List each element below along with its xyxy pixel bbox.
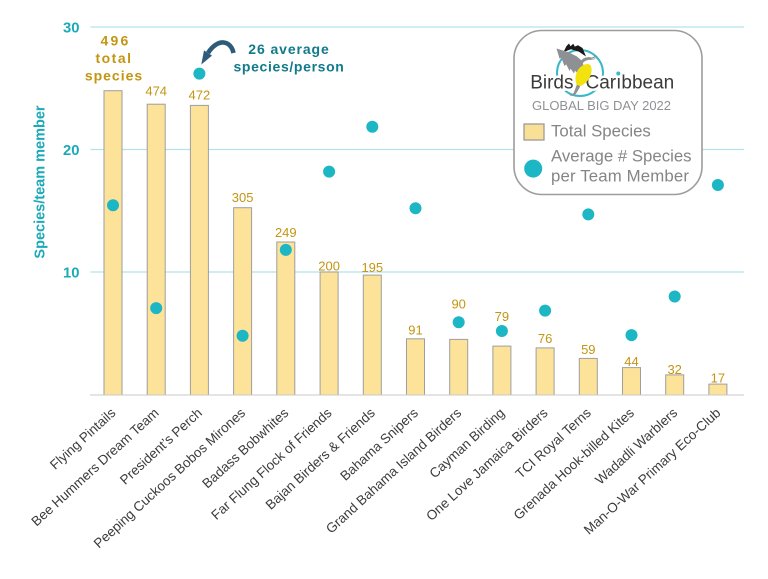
svg-text:472: 472: [189, 88, 211, 103]
svg-text:26 average: 26 average: [248, 41, 329, 57]
svg-text:Average # Species: Average # Species: [551, 147, 692, 166]
svg-text:249: 249: [275, 225, 297, 240]
svg-text:76: 76: [538, 331, 552, 346]
svg-text:species: species: [85, 68, 143, 84]
svg-text:195: 195: [361, 260, 383, 275]
svg-text:Total Species: Total Species: [551, 122, 651, 141]
svg-text:32: 32: [667, 362, 681, 377]
svg-text:Bahama Snipers: Bahama Snipers: [337, 405, 421, 484]
svg-text:TCI Royal Terns: TCI Royal Terns: [513, 405, 594, 481]
svg-text:20: 20: [63, 143, 79, 159]
svg-text:91: 91: [408, 322, 422, 337]
svg-text:Birds: Birds: [530, 73, 573, 94]
svg-text:305: 305: [232, 190, 254, 205]
svg-text:17: 17: [711, 371, 725, 386]
svg-text:200: 200: [318, 259, 340, 274]
svg-text:90: 90: [451, 297, 465, 312]
svg-text:30: 30: [63, 21, 79, 37]
svg-text:44: 44: [624, 354, 638, 369]
svg-text:total: total: [95, 50, 132, 66]
svg-text:Peeping Cuckoos Bobos Mirones: Peeping Cuckoos Bobos Mirones: [91, 405, 248, 551]
svg-text:10: 10: [63, 266, 79, 282]
svg-text:Carıbbean: Carıbbean: [586, 73, 675, 94]
svg-text:Cayman Birding: Cayman Birding: [426, 405, 507, 481]
svg-text:59: 59: [581, 342, 595, 357]
svg-text:496: 496: [101, 33, 131, 49]
svg-text:species/person: species/person: [233, 59, 344, 75]
svg-text:per Team Member: per Team Member: [551, 167, 689, 186]
svg-text:474: 474: [145, 84, 167, 99]
svg-text:GLOBAL BIG DAY 2022: GLOBAL BIG DAY 2022: [532, 98, 671, 113]
svg-text:79: 79: [495, 309, 509, 324]
svg-text:Species/team member: Species/team member: [33, 105, 49, 258]
